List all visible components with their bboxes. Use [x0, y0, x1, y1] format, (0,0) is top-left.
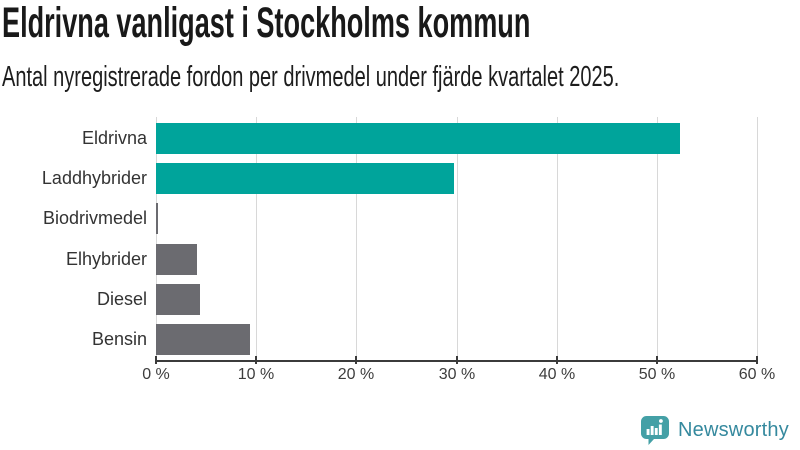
x-axis-tick [556, 356, 558, 364]
x-axis-tick [355, 356, 357, 364]
gridline [256, 117, 257, 360]
bar-diesel [156, 283, 200, 315]
chart-row: Bensin [0, 320, 800, 360]
category-label: Elhybrider [65, 248, 147, 269]
category-label: Bensin [91, 329, 147, 350]
x-axis-tick-label: 50 % [638, 366, 676, 383]
bar-bensin [156, 324, 250, 356]
chart-row: Elhybrider [0, 239, 800, 279]
newsworthy-wordmark: Newsworthy [678, 419, 789, 441]
category-label: Laddhybrider [41, 167, 147, 188]
category-label: Diesel [96, 288, 147, 309]
gridline [457, 117, 458, 360]
chart-row: Diesel [0, 279, 800, 319]
x-axis-tick [456, 356, 458, 364]
chart-rows: Eldrivna Laddhybrider Biodrivmedel Elhybrid… [0, 118, 800, 360]
chart-row: Laddhybrider [0, 158, 800, 198]
gridline [657, 117, 658, 360]
category-label: Biodrivmedel [42, 208, 147, 229]
newsworthy-logo: Newsworthy [641, 416, 789, 445]
x-axis-tick-label: 20 % [337, 366, 375, 383]
bar-laddhybrider [156, 162, 454, 194]
chart-row: Biodrivmedel [0, 199, 800, 239]
bar-chart-speech-bubble-icon [641, 416, 669, 445]
x-axis-tick [656, 356, 658, 364]
bar-biodrivmedel [156, 203, 158, 235]
x-axis-tick [255, 356, 257, 364]
x-axis-tick-label: 60 % [738, 366, 776, 383]
x-axis-tick-label: 30 % [438, 366, 476, 383]
gridline [156, 117, 157, 360]
chart-title: Eldrivna vanligast i Stockholms kommun [2, 0, 531, 47]
gridline [757, 117, 758, 360]
x-axis-tick-label: 40 % [538, 366, 576, 383]
gridline [557, 117, 558, 360]
x-axis-tick-label: 10 % [237, 366, 275, 383]
x-axis-tick [756, 356, 758, 364]
bar-elhybrider [156, 243, 197, 275]
gridlines [156, 117, 758, 360]
x-axis-tick-label: 0 % [142, 366, 170, 383]
bar-eldrivna [156, 122, 680, 154]
gridline [356, 117, 357, 360]
chart-subtitle: Antal nyregistrerade fordon per drivmede… [2, 61, 620, 93]
chart-row: Eldrivna [0, 118, 800, 158]
x-axis-tick [155, 356, 157, 364]
category-label: Eldrivna [81, 127, 147, 148]
